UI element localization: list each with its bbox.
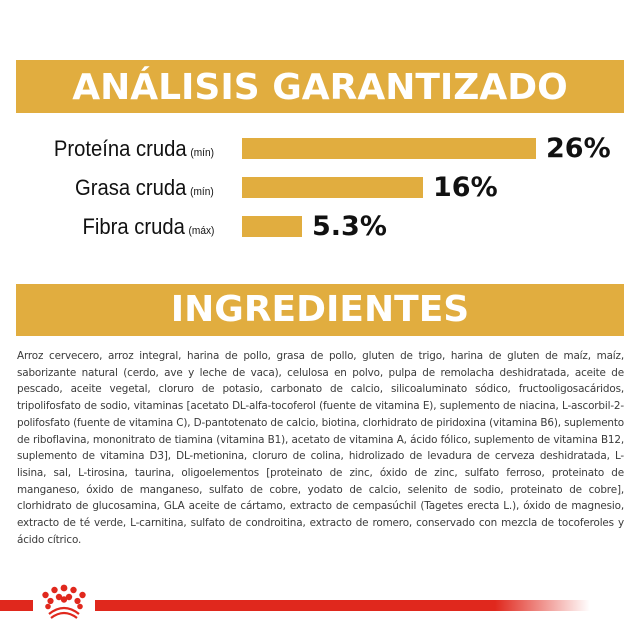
chart-bar <box>242 138 536 159</box>
footer-red-line-fade <box>495 600 590 611</box>
analysis-title: ANÁLISIS GARANTIZADO <box>72 67 568 108</box>
footer-red-line-right <box>95 600 495 611</box>
row-value: 26% <box>546 133 611 164</box>
ingredients-list: Arroz cervecero, arroz integral, harina … <box>17 350 624 546</box>
crown-icon <box>42 584 86 619</box>
row-label: Grasa cruda (mín) <box>75 175 214 200</box>
footer-red-line-left <box>0 600 33 611</box>
row-value: 5.3% <box>312 211 387 242</box>
row-qualifier: (mín) <box>190 186 214 198</box>
chart-row-protein: Proteína cruda (mín) 26% <box>0 132 640 166</box>
chart-bar <box>242 177 423 198</box>
ingredients-title: INGREDIENTES <box>170 289 470 330</box>
chart-row-fat: Grasa cruda (mín) 16% <box>0 171 640 205</box>
chart-bar <box>242 216 302 237</box>
chart-row-fiber: Fibra cruda (máx) 5.3% <box>0 210 640 244</box>
row-qualifier: (mín) <box>190 147 214 159</box>
analysis-title-banner: ANÁLISIS GARANTIZADO <box>16 60 624 113</box>
ingredients-title-banner: INGREDIENTES <box>16 284 624 336</box>
row-label: Fibra cruda (máx) <box>82 214 214 239</box>
row-qualifier: (máx) <box>188 225 214 237</box>
row-value: 16% <box>433 172 498 203</box>
row-label: Proteína cruda (mín) <box>53 136 214 161</box>
